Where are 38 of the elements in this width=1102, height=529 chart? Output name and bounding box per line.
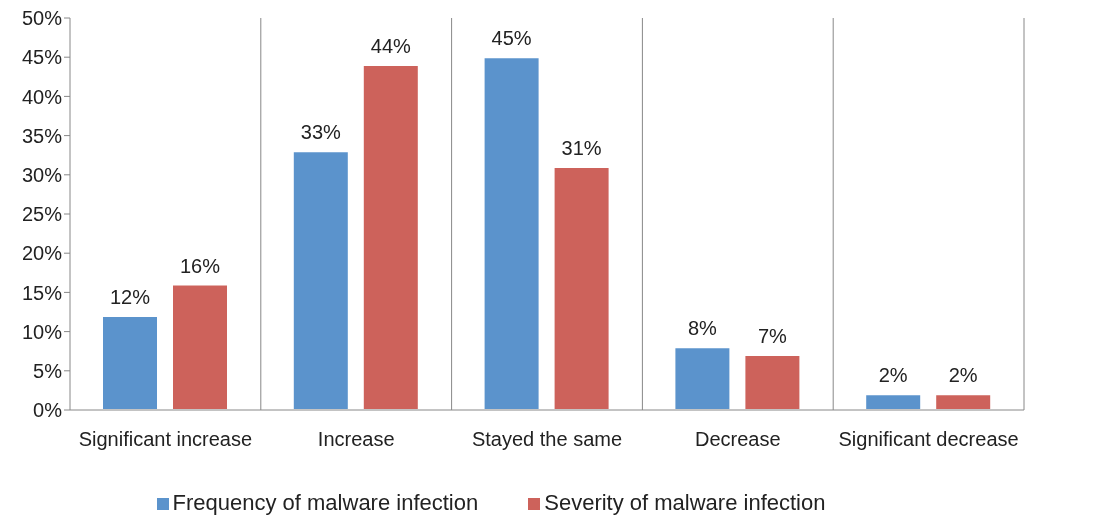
data-label: 12% bbox=[109, 285, 151, 308]
bar bbox=[291, 150, 350, 410]
bar bbox=[864, 393, 923, 410]
bar bbox=[743, 354, 802, 410]
bar bbox=[482, 56, 541, 410]
y-tick-label: 45% bbox=[21, 46, 63, 69]
y-tick-label: 0% bbox=[33, 399, 63, 422]
y-tick-label: 25% bbox=[21, 203, 63, 226]
data-label: 16% bbox=[179, 254, 221, 277]
data-label: 31% bbox=[561, 136, 602, 159]
y-tick-label: 5% bbox=[33, 359, 63, 382]
y-tick-label: 40% bbox=[21, 85, 63, 108]
data-label: 2% bbox=[878, 364, 908, 387]
data-label: 8% bbox=[687, 317, 718, 340]
y-tick-label: 15% bbox=[21, 281, 63, 304]
y-tick-label: 10% bbox=[21, 320, 63, 343]
bar bbox=[552, 165, 611, 410]
data-label: 44% bbox=[370, 35, 412, 58]
y-tick-label: 20% bbox=[21, 242, 63, 265]
bar bbox=[101, 314, 159, 410]
x-tick-label: Stayed the same bbox=[471, 428, 623, 451]
legend-label: Frequency of malware infection bbox=[172, 490, 479, 515]
bar bbox=[361, 64, 420, 410]
y-tick-label: 50% bbox=[21, 7, 63, 30]
bar bbox=[171, 283, 229, 410]
y-tick-label: 30% bbox=[21, 163, 63, 186]
bar bbox=[673, 346, 732, 410]
x-tick-label: Significant increase bbox=[78, 428, 253, 451]
x-tick-label: Decrease bbox=[695, 428, 781, 451]
legend-label: Severity of malware infection bbox=[544, 490, 826, 515]
data-label: 2% bbox=[948, 364, 978, 387]
data-label: 33% bbox=[300, 121, 342, 144]
y-tick-label: 35% bbox=[21, 124, 63, 147]
x-tick-label: Increase bbox=[317, 428, 395, 451]
bar bbox=[934, 393, 993, 410]
x-tick-label: Significant decrease bbox=[838, 428, 1019, 451]
data-label: 45% bbox=[491, 27, 532, 50]
data-label: 7% bbox=[757, 325, 788, 348]
